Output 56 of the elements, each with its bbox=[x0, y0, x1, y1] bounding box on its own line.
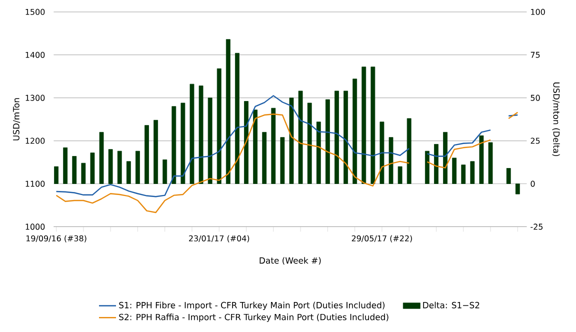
bar bbox=[208, 98, 212, 184]
bar bbox=[352, 78, 358, 184]
bar bbox=[81, 162, 86, 184]
bar bbox=[162, 159, 168, 184]
bar bbox=[280, 137, 285, 184]
bar bbox=[424, 150, 430, 184]
bar bbox=[136, 150, 140, 184]
bar bbox=[72, 156, 77, 184]
bar bbox=[198, 86, 204, 184]
bar bbox=[262, 132, 267, 184]
bar bbox=[443, 132, 448, 184]
bar bbox=[99, 132, 104, 184]
bar bbox=[271, 108, 276, 184]
bar bbox=[362, 66, 366, 184]
bar bbox=[226, 39, 230, 184]
bar bbox=[344, 90, 348, 184]
bar bbox=[63, 147, 68, 184]
bar bbox=[154, 120, 158, 184]
bar bbox=[388, 137, 394, 184]
bar bbox=[479, 135, 484, 184]
bar bbox=[488, 142, 493, 184]
legend-label: S2: PPH Raffia - Import - CFR Turkey Main Port (Duties Included) bbox=[119, 314, 388, 322]
y2-axis-title: USD/mton (Delta) bbox=[552, 82, 560, 156]
bar bbox=[289, 98, 294, 184]
bar bbox=[253, 110, 258, 184]
bar bbox=[90, 152, 95, 184]
bar bbox=[298, 90, 303, 184]
bar bbox=[235, 52, 240, 184]
bar bbox=[216, 68, 222, 184]
bar bbox=[515, 184, 520, 194]
bar bbox=[316, 122, 321, 184]
bar bbox=[126, 161, 131, 184]
bar bbox=[506, 168, 511, 184]
bar bbox=[244, 101, 248, 184]
bar bbox=[172, 106, 176, 184]
bar bbox=[406, 118, 412, 184]
bar bbox=[452, 158, 457, 184]
x-axis-title: Date (Week #) bbox=[260, 257, 321, 265]
bar bbox=[380, 122, 384, 184]
bar bbox=[470, 161, 475, 184]
bar bbox=[144, 125, 149, 184]
bar bbox=[117, 150, 122, 184]
bar bbox=[461, 164, 466, 184]
bar bbox=[434, 144, 438, 184]
bar bbox=[370, 66, 376, 184]
legend-label: S1: PPH Fibre - Import - CFR Turkey Main Port (Duties Included) bbox=[119, 302, 385, 310]
bar bbox=[334, 90, 339, 184]
bar bbox=[398, 166, 402, 184]
bar bbox=[108, 149, 113, 184]
bar bbox=[325, 99, 330, 184]
y-axis-title: USD/mTon bbox=[12, 98, 20, 140]
bar bbox=[307, 102, 312, 184]
bar bbox=[180, 102, 186, 184]
bar bbox=[54, 166, 58, 184]
bar bbox=[190, 84, 194, 184]
legend-label: Delta: S1−S2 bbox=[423, 302, 480, 308]
